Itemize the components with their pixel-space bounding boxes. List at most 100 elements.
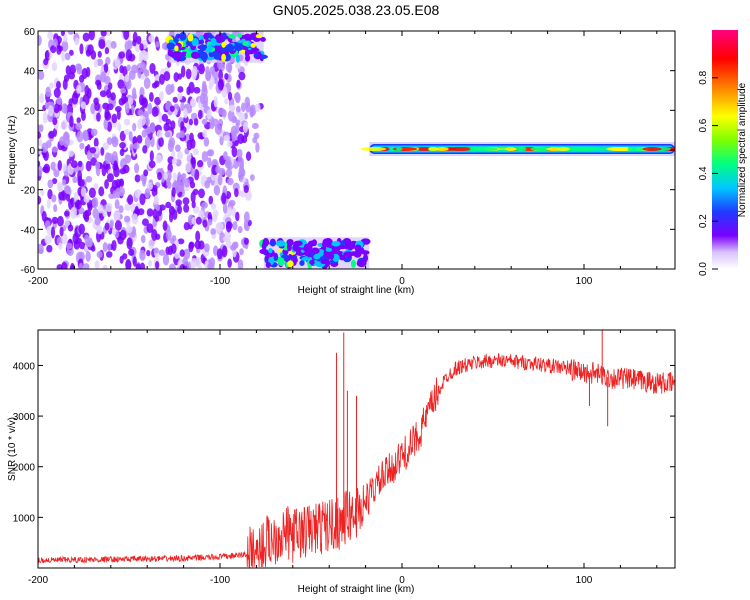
heatmap-cell-noise — [91, 197, 99, 209]
heatmap-cell-noise — [139, 61, 147, 73]
heatmap-cell-noise — [117, 79, 125, 90]
heatmap-cell-noise — [123, 31, 130, 40]
heatmap-cell-noise — [119, 148, 125, 157]
heatmap-cell-noise — [85, 240, 93, 248]
heatmap-cell-noise — [152, 184, 158, 193]
heatmap-cell-noise — [85, 49, 92, 57]
snr-y-axis-label: SNR (10 * v/v) — [7, 417, 18, 481]
heatmap-cell-noise — [169, 105, 175, 112]
heatmap-cell-noise — [61, 233, 68, 245]
snr-x-axis-label: Height of straight line (km) — [298, 584, 415, 595]
heatmap-band-cell — [273, 256, 278, 261]
heatmap-band-hotspot — [469, 147, 480, 152]
heatmap-band-cell — [235, 54, 240, 63]
heatmap-cell-noise — [148, 239, 155, 250]
heatmap-cell-noise — [99, 90, 107, 98]
heatmap-cell-noise — [120, 87, 126, 94]
heatmap-cell-noise — [201, 151, 209, 162]
heatmap-band-cell — [299, 260, 305, 267]
heatmap-cell-noise — [142, 145, 148, 154]
heatmap-cell-noise — [204, 243, 210, 253]
heatmap-band-cell — [199, 44, 207, 52]
heatmap-cell-noise — [184, 162, 192, 173]
heatmap-cell-noise — [186, 139, 193, 151]
heatmap-cell-noise — [93, 137, 99, 148]
heatmap-cell-noise — [155, 41, 160, 48]
heatmap-cell-noise — [92, 207, 99, 219]
heatmap-cell-noise — [68, 150, 74, 158]
heatmap-cell-noise — [146, 223, 154, 234]
heatmap-cell-noise — [193, 86, 201, 94]
heatmap-cell-noise — [75, 237, 82, 244]
heatmap-cell-noise — [226, 177, 234, 186]
heatmap-cell-noise — [157, 171, 162, 181]
heatmap-cell-noise — [67, 31, 74, 35]
heatmap-cell-noise — [114, 58, 121, 68]
snr-x-tick-label: -200 — [28, 575, 48, 586]
heatmap-cell-noise — [134, 163, 140, 174]
heatmap-cell-noise — [59, 226, 64, 237]
heatmap-cell-noise — [172, 235, 177, 242]
heatmap-cell-noise — [225, 168, 233, 178]
heatmap-cell-noise — [195, 216, 202, 225]
heatmap-cell-noise — [232, 207, 237, 218]
heatmap-cell-noise — [228, 104, 236, 112]
heatmap-cell-noise — [38, 243, 44, 254]
snr-frame — [37, 329, 676, 569]
heatmap-cell-noise — [195, 230, 201, 243]
heatmap-cell-noise — [147, 102, 153, 115]
heatmap-cell-noise — [122, 164, 130, 174]
heatmap-cell-noise — [163, 71, 171, 82]
colorbar-tick-label: 0.4 — [698, 166, 709, 180]
heatmap-cell-noise — [79, 74, 85, 83]
heatmap-cell-noise — [210, 228, 216, 235]
heatmap-cell-noise — [63, 210, 70, 217]
heatmap-cell-noise — [51, 61, 58, 72]
heatmap-cell-noise — [207, 218, 213, 226]
heatmap-cell-noise — [192, 188, 199, 196]
spectrogram-x-tick-label: 0 — [399, 276, 405, 287]
heatmap-cell-noise — [237, 133, 245, 145]
heatmap-cell-noise — [159, 91, 164, 101]
heatmap-cell-noise — [179, 130, 185, 138]
spectrogram-x-axis-label: Height of straight line (km) — [298, 285, 415, 296]
spectrogram-y-tick-label: -20 — [21, 186, 36, 197]
heatmap-cell-noise — [141, 218, 149, 226]
heatmap-cell-noise — [53, 38, 58, 48]
heatmap-cell-noise — [104, 108, 110, 119]
heatmap-cell-noise — [179, 263, 186, 269]
heatmap-cell-noise — [205, 70, 212, 81]
heatmap-band-cell — [276, 240, 286, 247]
snr-x-ticks: -200 -100 0 100 — [28, 330, 658, 586]
spectrogram-x-tick-label: -100 — [210, 276, 230, 287]
heatmap-cell-noise — [213, 77, 219, 85]
heatmap-cell-noise — [170, 120, 176, 130]
heatmap-cell-noise — [177, 238, 185, 245]
heatmap-cell-noise — [201, 118, 208, 125]
heatmap-cell-noise — [198, 63, 205, 75]
heatmap-cell-noise — [111, 136, 118, 145]
heatmap-cell-noise — [191, 217, 197, 225]
colorbar-ticks: 0.0 0.2 0.4 0.6 0.8 — [698, 70, 718, 276]
heatmap-band-cell — [277, 257, 285, 266]
heatmap-cell-noise — [153, 194, 159, 207]
heatmap-cell-noise — [224, 158, 232, 169]
heatmap-cell-noise — [85, 160, 92, 172]
heatmap-cell-noise — [245, 190, 252, 201]
heatmap-cell-noise — [122, 65, 128, 77]
heatmap-cell-noise — [194, 169, 200, 181]
heatmap-cell-noise — [250, 174, 255, 182]
heatmap-band-cell — [202, 54, 207, 63]
heatmap-band-cell — [340, 240, 346, 246]
heatmap-cell-noise — [236, 148, 243, 159]
spectrogram-heatmap — [38, 31, 675, 269]
heatmap-cell-noise — [227, 206, 233, 217]
spectrogram-y-axis-label: Frequency (Hz) — [7, 116, 18, 185]
heatmap-cell-noise — [141, 51, 149, 62]
heatmap-band-hotspot — [505, 147, 517, 152]
heatmap-cell-noise — [153, 247, 159, 254]
heatmap-cell-noise — [128, 130, 133, 142]
heatmap-cell-noise — [198, 240, 205, 250]
heatmap-cell-noise — [181, 172, 187, 179]
heatmap-cell-noise — [73, 191, 79, 203]
